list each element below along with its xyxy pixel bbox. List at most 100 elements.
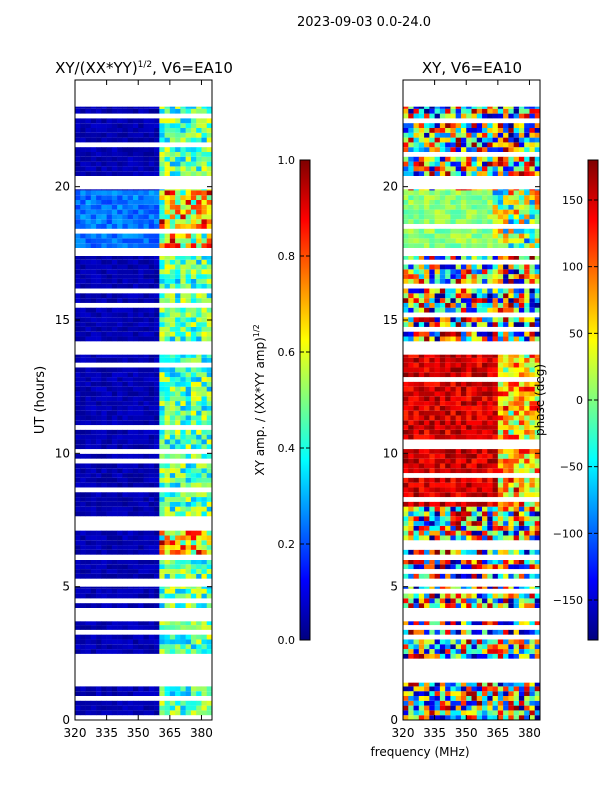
heatmap-cell xyxy=(477,298,483,303)
heatmap-cell xyxy=(472,142,478,147)
heatmap-cell xyxy=(435,128,441,133)
heatmap-cell xyxy=(170,205,176,210)
heatmap-cell xyxy=(498,166,504,171)
heatmap-cell xyxy=(408,162,414,167)
heatmap-cell xyxy=(128,214,134,219)
heatmap-cell xyxy=(498,630,504,635)
heatmap-cell xyxy=(498,449,504,454)
heatmap-cell xyxy=(201,635,207,640)
heatmap-cell xyxy=(207,337,213,342)
heatmap-cell xyxy=(165,123,171,128)
heatmap-cell xyxy=(514,706,520,711)
heatmap-cell xyxy=(461,234,467,239)
heatmap-cell xyxy=(414,644,420,649)
heatmap-cell xyxy=(461,621,467,625)
heatmap-cell xyxy=(180,387,186,392)
heatmap-cell xyxy=(107,706,113,711)
heatmap-cell xyxy=(91,444,97,449)
heatmap-cell xyxy=(117,219,123,224)
heatmap-cell xyxy=(170,463,176,468)
heatmap-cell xyxy=(117,511,123,516)
heatmap-cell xyxy=(477,706,483,711)
heatmap-cell xyxy=(112,190,118,195)
heatmap-cell xyxy=(112,337,118,342)
heatmap-cell xyxy=(487,449,493,454)
heatmap-cell xyxy=(112,358,118,363)
heatmap-cell xyxy=(175,317,181,322)
heatmap-cell xyxy=(91,649,97,654)
heatmap-cell xyxy=(503,710,509,715)
heatmap-cell xyxy=(456,521,462,526)
heatmap-cell xyxy=(466,630,472,635)
heatmap-cell xyxy=(450,293,456,298)
heatmap-cell xyxy=(429,162,435,167)
heatmap-cell xyxy=(201,587,207,589)
heatmap-cell xyxy=(514,372,520,377)
heatmap-cell xyxy=(207,279,213,284)
heatmap-cell xyxy=(403,200,409,205)
heatmap-cell xyxy=(154,205,160,210)
heatmap-cell xyxy=(493,603,499,608)
heatmap-cell xyxy=(529,107,535,109)
heatmap-cell xyxy=(419,531,425,536)
heatmap-cell xyxy=(519,502,525,507)
heatmap-cell xyxy=(403,322,409,327)
heatmap-cell xyxy=(514,415,520,420)
heatmap-cell xyxy=(445,298,451,303)
heatmap-cell xyxy=(419,162,425,167)
heatmap-cell xyxy=(508,396,514,401)
heatmap-cell xyxy=(196,377,202,382)
heatmap-cell xyxy=(175,355,181,358)
heatmap-cell xyxy=(424,142,430,147)
heatmap-cell xyxy=(472,138,478,143)
heatmap-cell xyxy=(493,387,499,392)
heatmap-cell xyxy=(133,123,139,128)
heatmap-cell xyxy=(514,507,520,512)
heatmap-cell xyxy=(165,238,171,243)
heatmap-cell xyxy=(529,171,535,176)
heatmap-cell xyxy=(514,138,520,143)
heatmap-cell xyxy=(450,358,456,363)
heatmap-cell xyxy=(133,444,139,449)
heatmap-cell xyxy=(91,107,97,109)
heatmap-cell xyxy=(86,444,92,449)
heatmap-cell xyxy=(196,639,202,644)
heatmap-cell xyxy=(477,564,483,569)
heatmap-cell xyxy=(414,406,420,411)
heatmap-cell xyxy=(159,123,165,128)
heatmap-cell xyxy=(493,303,499,308)
heatmap-cell xyxy=(450,289,456,294)
heatmap-cell xyxy=(170,157,176,162)
heatmap-cell xyxy=(466,308,472,313)
heatmap-cell xyxy=(498,531,504,536)
heatmap-cell xyxy=(175,686,181,691)
heatmap-cell xyxy=(91,317,97,322)
heatmap-cell xyxy=(165,406,171,411)
heatmap-cell xyxy=(201,317,207,322)
heatmap-cell xyxy=(165,118,171,123)
heatmap-cell xyxy=(207,574,213,579)
heatmap-cell xyxy=(440,166,446,171)
heatmap-cell xyxy=(196,214,202,219)
heatmap-cell xyxy=(75,415,81,420)
heatmap-cell xyxy=(138,473,144,478)
heatmap-cell xyxy=(180,279,186,284)
heatmap-cell xyxy=(508,322,514,327)
heatmap-cell xyxy=(524,190,530,195)
heatmap-cell xyxy=(91,560,97,564)
heatmap-cell xyxy=(466,654,472,659)
heatmap-cell xyxy=(419,463,425,468)
heatmap-cell xyxy=(482,396,488,401)
heatmap-cell xyxy=(75,603,81,608)
heatmap-cell xyxy=(91,639,97,644)
heatmap-cell xyxy=(186,224,192,229)
heatmap-cell xyxy=(503,391,509,396)
heatmap-cell xyxy=(493,162,499,167)
heatmap-cell xyxy=(535,133,541,138)
heatmap-cell xyxy=(461,430,467,435)
heatmap-cell xyxy=(149,109,155,114)
heatmap-cell xyxy=(450,449,456,454)
heatmap-cell xyxy=(403,401,409,406)
heatmap-cell xyxy=(201,298,207,303)
heatmap-cell xyxy=(117,439,123,444)
